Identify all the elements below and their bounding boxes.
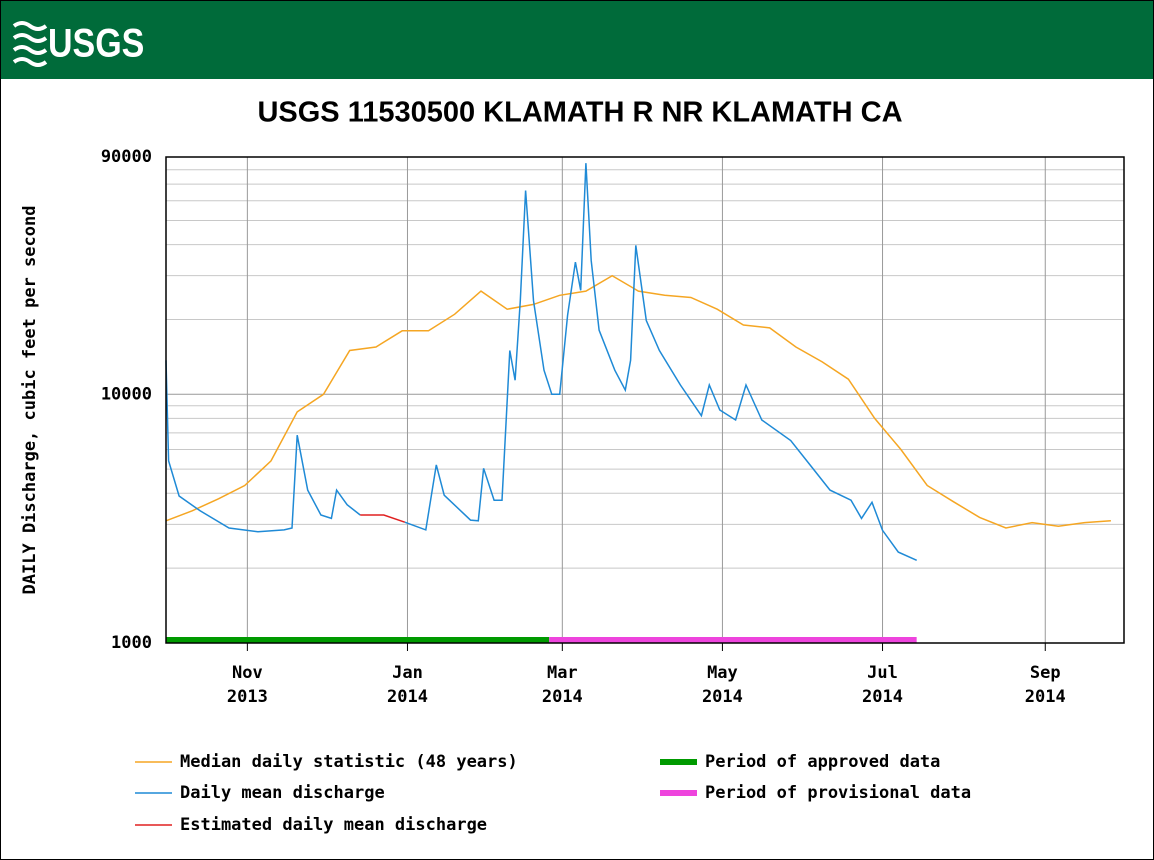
plot-frame (165, 156, 1125, 644)
header (1, 1, 1153, 79)
x-tick-label: Jan (392, 663, 423, 683)
x-tick-label: Mar (547, 663, 578, 683)
series-line (165, 163, 918, 561)
x-tick-label: 2013 (227, 687, 268, 707)
series-line (165, 274, 1111, 529)
y-axis-label: DAILY Discharge, cubic feet per second (20, 206, 40, 595)
legend-label: Period of provisional data (705, 783, 971, 803)
legend-label: Median daily statistic (48 years) (180, 752, 518, 772)
y-tick-label: 90000 (101, 147, 152, 167)
y-tick-label: 1000 (111, 633, 152, 653)
y-tick-label: 10000 (101, 384, 152, 404)
x-tick-label: 2014 (542, 687, 583, 707)
x-tick-label: Jul (867, 663, 898, 683)
legend-label: Daily mean discharge (180, 783, 385, 803)
x-tick-label: May (707, 663, 738, 683)
series-line (360, 514, 406, 523)
x-tick-label: 2014 (1025, 687, 1066, 707)
legend-label: Period of approved data (705, 752, 940, 772)
chart-title: USGS 11530500 KLAMATH R NR KLAMATH CA (257, 97, 902, 129)
x-tick-label: Sep (1030, 663, 1061, 683)
legend-label: Estimated daily mean discharge (180, 815, 487, 835)
x-tick-label: 2014 (702, 687, 743, 707)
x-tick-label: 2014 (862, 687, 903, 707)
logo-waves (12, 21, 48, 67)
logo-text: USGS (48, 20, 144, 65)
x-tick-label: Nov (232, 663, 263, 683)
x-tick-label: 2014 (387, 687, 428, 707)
